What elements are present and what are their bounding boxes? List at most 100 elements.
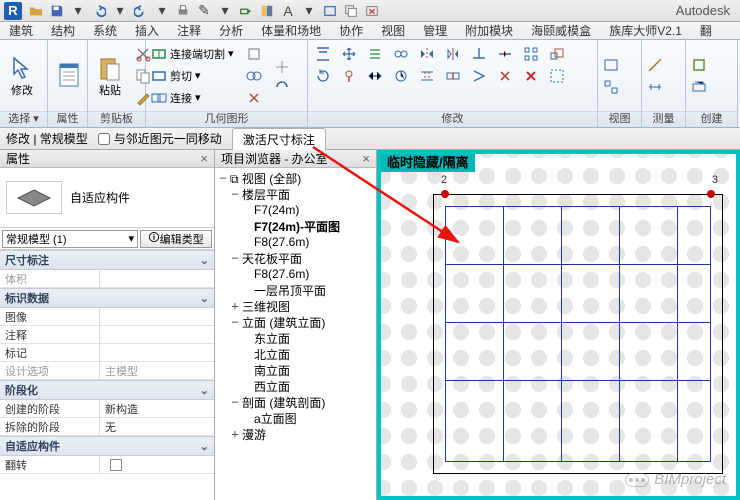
dim-icon[interactable] xyxy=(644,77,666,97)
browser-tree[interactable]: −⧉ 视图 (全部)−楼层平面F7(24m)F7(24m)-平面图F8(27.6… xyxy=(215,168,376,500)
group-adaptive: 自适应构件⌄ xyxy=(0,436,214,456)
qat-dropdown-icon[interactable]: ▾ xyxy=(110,2,130,20)
mirror-icon[interactable] xyxy=(416,44,438,64)
align-icon[interactable] xyxy=(312,44,334,64)
tab-analyze[interactable]: 分析 xyxy=(210,22,252,39)
activate-dims-button[interactable]: 激活尺寸标注 xyxy=(232,128,326,151)
tab-mass[interactable]: 体量和场地 xyxy=(252,22,330,39)
tree-node[interactable]: −楼层平面 xyxy=(215,186,376,202)
qat-switch-icon[interactable] xyxy=(341,2,361,20)
tree-node[interactable]: F8(27.6m) xyxy=(215,234,376,250)
trim3-icon[interactable] xyxy=(468,66,490,86)
extend-icon[interactable] xyxy=(416,66,438,86)
tab-annot[interactable]: 注释 xyxy=(168,22,210,39)
view-icon1[interactable] xyxy=(600,55,622,75)
flip-checkbox[interactable] xyxy=(110,459,122,471)
tree-node[interactable]: 北立面 xyxy=(215,346,376,362)
type-selector[interactable]: 自适应构件 xyxy=(0,168,214,228)
trim2-icon[interactable] xyxy=(364,66,386,86)
close-icon[interactable]: × xyxy=(362,150,370,168)
qat-window-icon[interactable] xyxy=(320,2,340,20)
split2-icon[interactable] xyxy=(442,66,464,86)
edit-type-button[interactable]: 🛈 编辑类型 xyxy=(140,230,212,248)
tree-node[interactable]: −天花板平面 xyxy=(215,250,376,266)
tree-node[interactable]: F7(24m) xyxy=(215,202,376,218)
tab-addins[interactable]: 附加模块 xyxy=(456,22,522,39)
prop-row: 图像 xyxy=(0,308,214,326)
paste-button[interactable]: 粘贴 xyxy=(90,43,130,109)
tree-node[interactable]: F8(27.6m) xyxy=(215,266,376,282)
qat-print-icon[interactable] xyxy=(173,2,193,20)
split-icon[interactable] xyxy=(494,44,516,64)
qat-dropdown-icon[interactable]: ▾ xyxy=(299,2,319,20)
create-icon1[interactable] xyxy=(688,55,710,75)
tree-node[interactable]: −剖面 (建筑剖面) xyxy=(215,394,376,410)
trim-icon[interactable] xyxy=(468,44,490,64)
geom-icon3[interactable] xyxy=(243,88,265,108)
tree-node[interactable]: 一层吊顶平面 xyxy=(215,282,376,298)
tree-node[interactable]: −立面 (建筑立面) xyxy=(215,314,376,330)
tab-arch[interactable]: 建筑 xyxy=(0,22,42,39)
delete-icon[interactable] xyxy=(520,66,542,86)
tab-hywmh[interactable]: 海颐威模盒 xyxy=(522,22,600,39)
tree-node[interactable]: 西立面 xyxy=(215,378,376,394)
qat-undo-icon[interactable] xyxy=(89,2,109,20)
modify-button[interactable]: 修改 xyxy=(2,43,42,109)
geom-icon1[interactable] xyxy=(243,44,265,64)
join-button[interactable]: 连接 ▾ xyxy=(148,88,237,108)
unpin-icon[interactable] xyxy=(494,66,516,86)
view-icon2[interactable] xyxy=(600,77,622,97)
cope-button[interactable]: 连接端切割 ▾ xyxy=(148,44,237,64)
qat-save-icon[interactable] xyxy=(47,2,67,20)
geom-icon2[interactable] xyxy=(243,66,265,86)
rotate-icon[interactable] xyxy=(312,66,334,86)
qat-section-icon[interactable] xyxy=(257,2,277,20)
qat-close-icon[interactable] xyxy=(362,2,382,20)
filter-combo[interactable]: 常规模型 (1)▾ xyxy=(2,230,138,248)
qat-tag-icon[interactable] xyxy=(236,2,256,20)
qat-dropdown-icon[interactable]: ▾ xyxy=(68,2,88,20)
rotate2-icon[interactable] xyxy=(390,66,412,86)
measure-icon[interactable] xyxy=(644,55,666,75)
cut-geom-button[interactable]: 剪切 ▾ xyxy=(148,66,237,86)
title-bar: R ▾ ▾ ▾ ✎ ▾ A ▾ Autodesk xyxy=(0,0,740,22)
group-dims: 尺寸标注⌄ xyxy=(0,250,214,270)
tab-insert[interactable]: 插入 xyxy=(126,22,168,39)
tab-struct[interactable]: 结构 xyxy=(42,22,84,39)
create-icon2[interactable] xyxy=(688,77,710,97)
tree-node[interactable]: +漫游 xyxy=(215,426,376,442)
offset-icon[interactable] xyxy=(364,44,386,64)
tree-node[interactable]: a立面图 xyxy=(215,410,376,426)
tab-more[interactable]: 翻 xyxy=(691,22,721,39)
qat-redo-icon[interactable] xyxy=(131,2,151,20)
pin-icon[interactable] xyxy=(338,66,360,86)
qat-text-icon[interactable]: A xyxy=(278,2,298,20)
props-button[interactable] xyxy=(50,43,90,109)
prop-row: 创建的阶段新构造 xyxy=(0,400,214,418)
array-icon[interactable] xyxy=(520,44,542,64)
tab-famlib[interactable]: 族库大师V2.1 xyxy=(600,22,691,39)
tab-view[interactable]: 视图 xyxy=(372,22,414,39)
tree-node[interactable]: +三维视图 xyxy=(215,298,376,314)
tab-collab[interactable]: 协作 xyxy=(330,22,372,39)
geom-icon5[interactable] xyxy=(271,77,293,97)
qat-dropdown-icon[interactable]: ▾ xyxy=(152,2,172,20)
tree-node[interactable]: −⧉ 视图 (全部) xyxy=(215,170,376,186)
close-icon[interactable]: × xyxy=(200,150,208,168)
geom-icon4[interactable] xyxy=(271,55,293,75)
group-icon[interactable] xyxy=(546,66,568,86)
tree-node[interactable]: 南立面 xyxy=(215,362,376,378)
qat-measure-icon[interactable]: ✎ xyxy=(194,2,214,20)
move-icon[interactable] xyxy=(338,44,360,64)
scale-icon[interactable] xyxy=(546,44,568,64)
move-with-nearby[interactable]: 与邻近图元一同移动 xyxy=(98,130,222,147)
qat-open-icon[interactable] xyxy=(26,2,46,20)
copy-icon2[interactable] xyxy=(390,44,412,64)
tree-node[interactable]: F7(24m)-平面图 xyxy=(215,218,376,234)
mirror2-icon[interactable] xyxy=(442,44,464,64)
tab-sys[interactable]: 系统 xyxy=(84,22,126,39)
tree-node[interactable]: 东立面 xyxy=(215,330,376,346)
tab-manage[interactable]: 管理 xyxy=(414,22,456,39)
view-canvas[interactable]: 临时隐藏/隔离 2 3 BIMproject xyxy=(377,150,740,500)
qat-dropdown-icon[interactable]: ▾ xyxy=(215,2,235,20)
